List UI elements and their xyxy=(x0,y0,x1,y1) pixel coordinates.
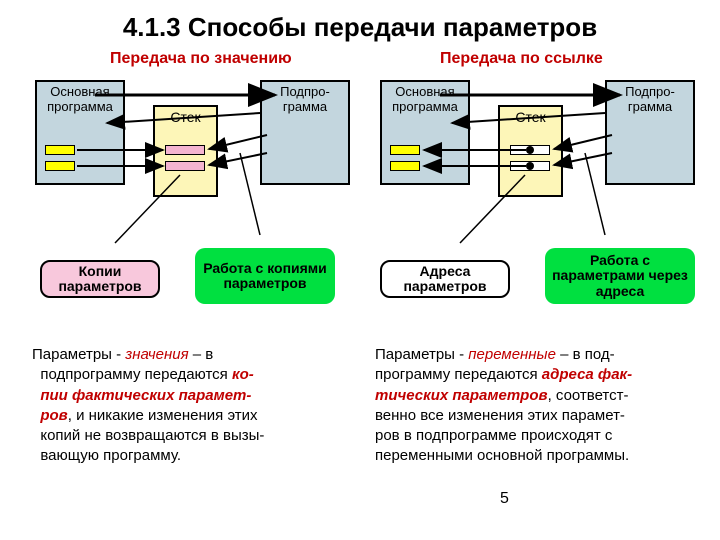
left-body-text: Параметры - значения – в подпрограмму пе… xyxy=(32,345,342,467)
left-main-slot xyxy=(45,161,75,171)
left-label-working: Работа с копиями параметров xyxy=(195,248,335,304)
left-main-slot xyxy=(45,145,75,155)
right-body-text: Параметры - переменные – в под-программу… xyxy=(375,345,705,467)
right-diagram: Основная программа Стек Подпро-грамма xyxy=(380,75,710,245)
left-subtitle: Передача по значению xyxy=(110,50,292,68)
left-sub-box: Подпро-грамма xyxy=(260,80,350,185)
right-label-addresses: Адреса параметров xyxy=(380,260,510,298)
right-label-working: Работа с параметрами через адреса xyxy=(545,248,695,304)
right-subtitle: Передача по ссылке xyxy=(440,50,603,68)
left-stack-slot xyxy=(165,145,205,155)
right-main-slot xyxy=(390,161,420,171)
right-main-slot xyxy=(390,145,420,155)
pointer-dot xyxy=(526,162,534,170)
page-title: 4.1.3 Способы передачи параметров xyxy=(0,12,720,43)
pointer-dot xyxy=(526,146,534,154)
left-diagram: Основная программа Стек Подпро-грамма xyxy=(35,75,365,245)
page-number: 5 xyxy=(500,490,509,508)
left-stack-slot xyxy=(165,161,205,171)
left-label-copies: Копии параметров xyxy=(40,260,160,298)
right-sub-box: Подпро-грамма xyxy=(605,80,695,185)
